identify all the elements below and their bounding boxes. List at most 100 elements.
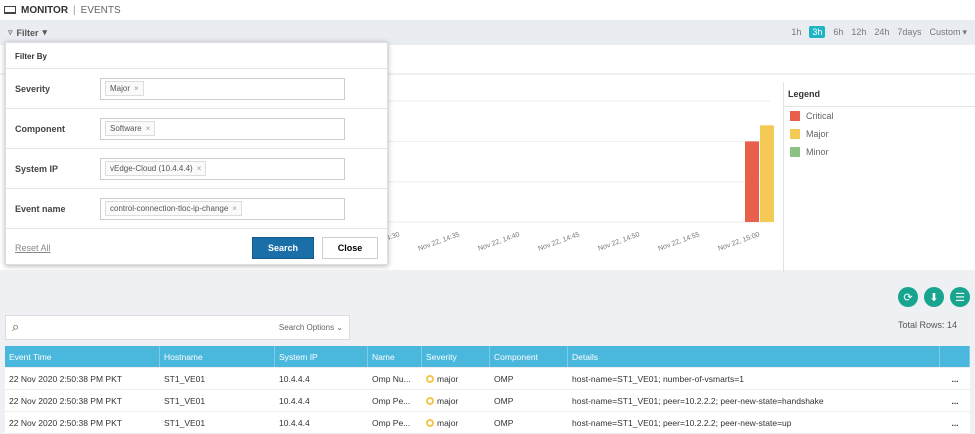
row-actions-button[interactable]: ... <box>951 417 959 428</box>
filter-bar: ▿ Filter ▾ 1h 3h 6h 12h 24h 7days Custom ▾ <box>0 20 975 45</box>
legend-swatch <box>790 147 800 157</box>
legend-item[interactable]: Minor <box>784 143 975 161</box>
column-header[interactable]: System IP <box>275 346 368 367</box>
table-search[interactable]: ⌕ Search Options ⌄ <box>5 315 350 340</box>
filter-label: Event name <box>15 203 66 214</box>
filter-chip: control-connection-tloc-ip-change × <box>105 201 242 216</box>
bar-major[interactable] <box>760 125 774 222</box>
severity-major-icon <box>426 397 434 406</box>
search-options-dropdown[interactable]: Search Options ⌄ <box>278 323 343 332</box>
table-row[interactable]: 22 Nov 2020 2:50:38 PM PKT ST1_VE01 10.4.4… <box>5 390 970 412</box>
filter-popup-title: Filter By <box>6 43 387 69</box>
table-cell: 22 Nov 2020 2:50:38 PM PKT <box>9 417 122 428</box>
table-header: Event Time Hostname System IP Name Severity C… <box>5 346 970 368</box>
time-range-1h[interactable]: 1h <box>791 27 802 37</box>
column-header[interactable]: Event Time <box>5 346 160 367</box>
table-cell: Omp Nu... <box>372 373 411 384</box>
x-tick-label: Nov 22, 14:45 <box>537 231 580 253</box>
filter-row-system-ip: System IP vEdge-Cloud (10.4.4.4) × <box>6 149 387 189</box>
table-actions: ⟳ ⬇ ☰ <box>898 287 970 307</box>
caret-down-icon: ▾ <box>42 27 48 37</box>
legend-item[interactable]: Critical <box>784 107 975 125</box>
remove-chip-icon[interactable]: × <box>196 164 202 173</box>
table-cell: host-name=ST1_VE01; peer=10.2.2.2; peer-… <box>572 417 792 428</box>
table-cell: Omp Pe... <box>372 395 411 406</box>
table-row[interactable]: 22 Nov 2020 2:50:38 PM PKT ST1_VE01 10.4.4… <box>5 368 970 390</box>
filter-input[interactable]: Major × <box>100 77 345 100</box>
table-cell: major <box>422 374 490 384</box>
column-header[interactable]: Component <box>490 346 568 367</box>
time-range-24h[interactable]: 24h <box>874 27 890 37</box>
filter-input[interactable]: Software × <box>100 117 345 140</box>
table-cell: host-name=ST1_VE01; peer=10.2.2.2; peer-… <box>572 395 824 406</box>
filter-input[interactable]: vEdge-Cloud (10.4.4.4) × <box>100 157 345 180</box>
filter-button[interactable]: ▿ Filter ▾ <box>8 27 47 38</box>
refresh-button[interactable]: ⟳ <box>898 287 918 307</box>
page-subtitle: EVENTS <box>80 4 121 16</box>
table-cell: 10.4.4.4 <box>279 417 310 428</box>
filter-label: System IP <box>15 163 59 174</box>
table-cell: OMP <box>494 417 514 428</box>
filter-row-event-name: Event name control-connection-tloc-ip-cha… <box>6 189 387 229</box>
table-cell: ST1_VE01 <box>164 373 206 384</box>
filter-chip: vEdge-Cloud (10.4.4.4) × <box>105 161 207 176</box>
time-range-3h[interactable]: 3h <box>809 26 826 38</box>
time-range-7days[interactable]: 7days <box>897 27 922 37</box>
time-range-custom[interactable]: Custom <box>929 27 961 37</box>
search-button[interactable]: Search <box>252 237 314 259</box>
column-header[interactable]: Name <box>368 346 422 367</box>
table-cell: 22 Nov 2020 2:50:38 PM PKT <box>9 395 122 406</box>
close-button[interactable]: Close <box>322 237 378 259</box>
monitor-icon <box>4 6 16 14</box>
filter-chip: Major × <box>105 81 144 96</box>
table-row[interactable]: 22 Nov 2020 2:50:38 PM PKT ST1_VE01 10.4.4… <box>5 412 970 434</box>
table-cell: ST1_VE01 <box>164 395 206 406</box>
legend-swatch <box>790 111 800 121</box>
filter-label: Severity <box>15 83 51 94</box>
filter-icon: ▿ <box>8 27 13 37</box>
x-tick-label: Nov 22, 15:00 <box>717 231 760 253</box>
table-cell: OMP <box>494 395 514 406</box>
time-range-12h[interactable]: 12h <box>851 27 867 37</box>
search-input[interactable] <box>28 319 258 337</box>
column-header[interactable]: Severity <box>422 346 490 367</box>
severity-major-icon <box>426 419 434 428</box>
remove-chip-icon[interactable]: × <box>145 124 151 133</box>
x-tick-label: Nov 22, 14:40 <box>477 231 520 253</box>
time-range-6h[interactable]: 6h <box>833 27 844 37</box>
time-range-selector: 1h 3h 6h 12h 24h 7days Custom ▾ <box>791 26 967 38</box>
legend-item[interactable]: Major <box>784 125 975 143</box>
search-options-label: Search Options <box>278 323 335 332</box>
table-cell: 10.4.4.4 <box>279 373 310 384</box>
filter-label: Component <box>15 123 65 134</box>
download-button[interactable]: ⬇ <box>924 287 944 307</box>
search-icon: ⌕ <box>12 319 20 334</box>
remove-chip-icon[interactable]: × <box>232 204 237 213</box>
legend-swatch <box>790 129 800 139</box>
x-tick-label: Nov 22, 14:35 <box>417 231 460 253</box>
column-header[interactable]: Details <box>568 346 940 367</box>
columns-button[interactable]: ☰ <box>950 287 970 307</box>
reset-all-link[interactable]: Reset All <box>15 243 51 253</box>
table-cell: major <box>422 396 490 406</box>
table-cell: Omp Pe... <box>372 417 411 428</box>
table-cell: OMP <box>494 373 514 384</box>
table-cell: ST1_VE01 <box>164 417 206 428</box>
page-header: MONITOR | EVENTS <box>0 0 975 20</box>
filter-input[interactable]: control-connection-tloc-ip-change × <box>100 197 345 220</box>
row-actions-button[interactable]: ... <box>951 395 959 406</box>
legend-title: Legend <box>784 82 975 107</box>
total-rows: Total Rows: 14 <box>898 320 958 330</box>
events-table: Event Time Hostname System IP Name Severity C… <box>5 346 970 434</box>
chart-legend: Legend Critical Major Minor <box>783 82 975 272</box>
table-cell: host-name=ST1_VE01; number-of-vsmarts=1 <box>572 373 744 384</box>
row-actions-button[interactable]: ... <box>951 373 959 384</box>
severity-major-icon <box>426 375 434 384</box>
column-header[interactable]: Hostname <box>160 346 275 367</box>
x-tick-label: Nov 22, 14:50 <box>597 231 640 253</box>
bar-critical[interactable] <box>745 141 759 222</box>
x-tick-label: Nov 22, 14:55 <box>657 231 700 253</box>
filter-popup: Filter By Severity Major × Component Softwar… <box>5 42 388 265</box>
filter-chip: Software × <box>105 121 156 136</box>
remove-chip-icon[interactable]: × <box>134 84 139 93</box>
